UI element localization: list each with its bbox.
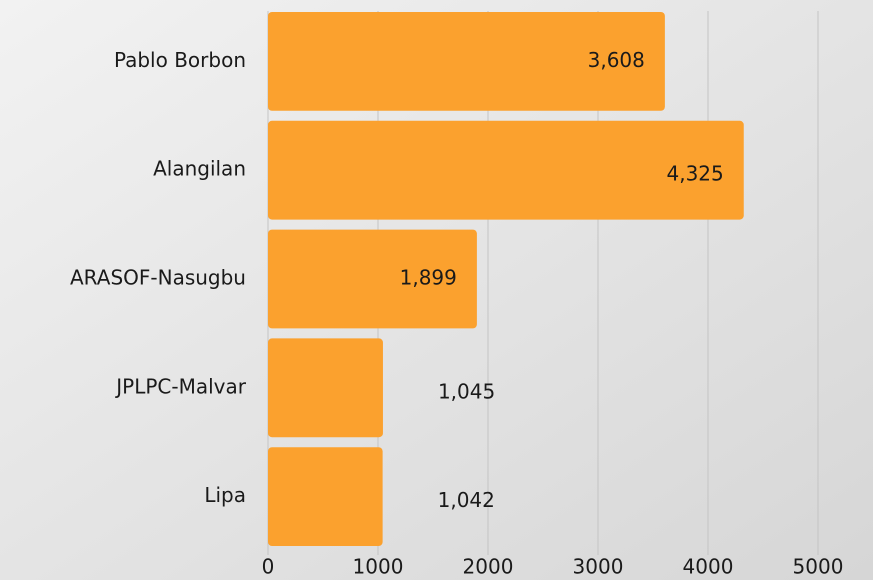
data-label: 4,325 (666, 162, 723, 186)
y-tick-label: Alangilan (153, 157, 246, 181)
y-tick-label: Pablo Borbon (114, 48, 246, 72)
y-tick-label: ARASOF-Nasugbu (70, 266, 246, 290)
bar (268, 338, 383, 437)
chart: 0 1000 2000 3000 4000 5000 Pablo Borbon 3,608 Al… (0, 0, 873, 580)
x-tick-label: 2000 (463, 555, 514, 579)
x-tick-label: 1000 (353, 555, 404, 579)
x-tick-label: 0 (262, 555, 275, 579)
x-tick-label: 5000 (793, 555, 844, 579)
data-label: 1,045 (438, 379, 495, 403)
data-label: 1,042 (438, 488, 495, 512)
data-label: 1,899 (400, 266, 457, 290)
x-tick-label: 3000 (573, 555, 624, 579)
y-tick-label: Lipa (204, 483, 246, 507)
data-label: 3,608 (588, 48, 645, 72)
x-tick-label: 4000 (683, 555, 734, 579)
y-tick-label: JPLPC-Malvar (114, 374, 247, 398)
bar (268, 447, 383, 546)
